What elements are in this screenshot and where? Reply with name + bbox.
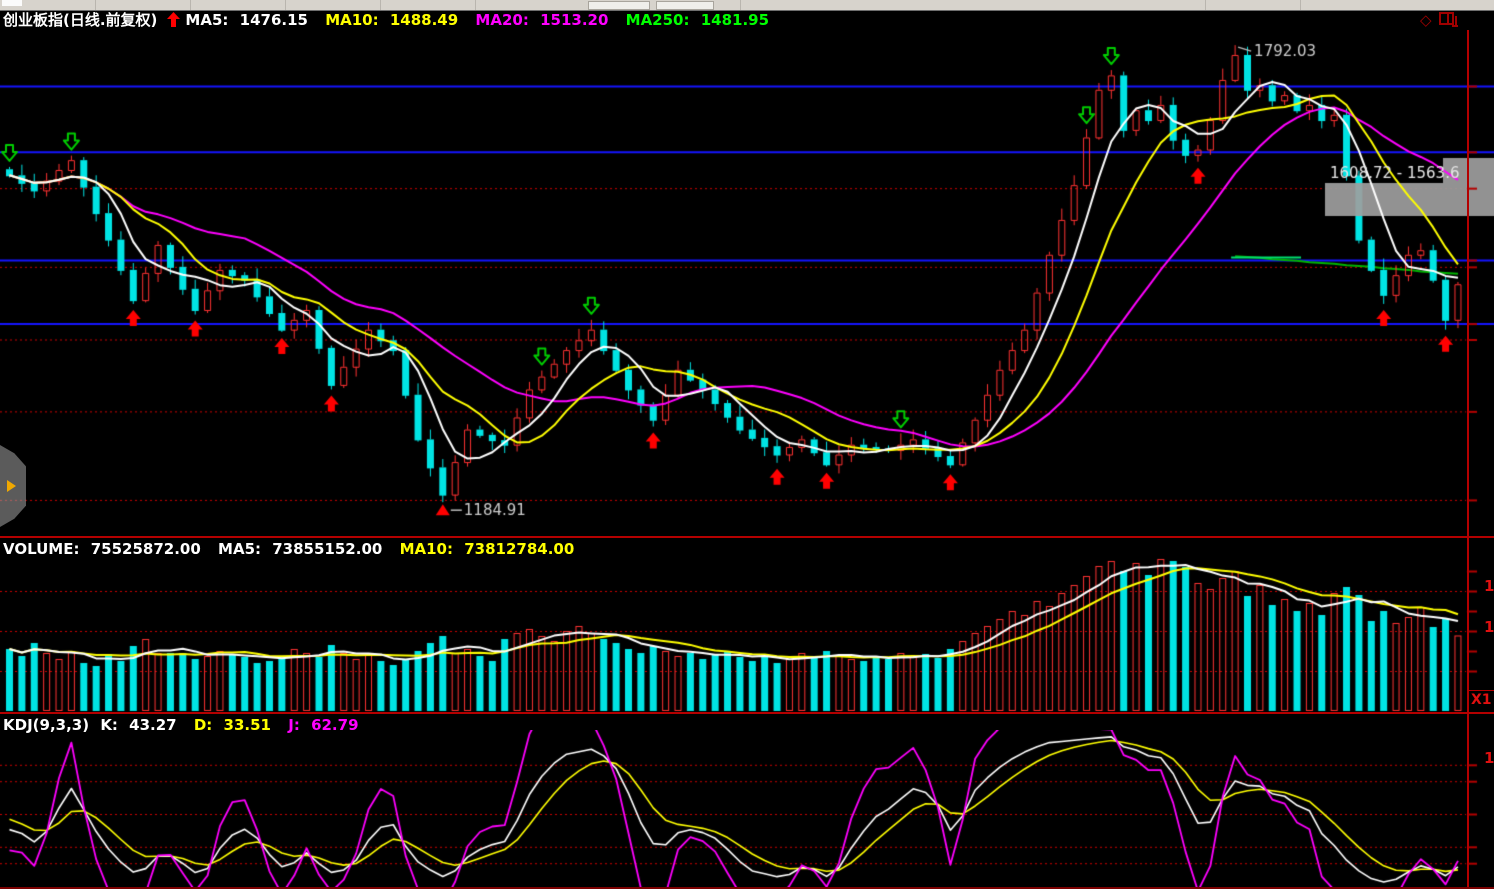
volume-axis-label-clipped: 1: [1484, 577, 1494, 595]
vol-ma5-value: 73855152.00: [272, 540, 383, 558]
toolbar-separator: [380, 0, 381, 10]
kdj-title: KDJ(9,3,3): [3, 716, 90, 734]
ma10-label: MA10:: [325, 11, 379, 29]
toolbar-separator: [1300, 0, 1301, 10]
kdj-chart-canvas[interactable]: [0, 730, 1494, 889]
price-pane-header: 创业板指(日线.前复权) MA5: 1476.15 MA10: 1488.49 M…: [3, 10, 781, 30]
toolbar-separator: [95, 0, 96, 10]
toolbar-separator: [740, 0, 741, 10]
ma250-value: 1481.95: [700, 11, 770, 29]
ma20-value: 1513.20: [540, 11, 609, 29]
toolbar-separator: [1205, 0, 1206, 10]
ma250-label: MA250:: [625, 11, 690, 29]
price-chart-canvas[interactable]: [0, 30, 1494, 537]
pane-divider[interactable]: [0, 712, 1494, 714]
toolbar-separator: [285, 0, 286, 10]
period-x1-button[interactable]: X1: [1471, 692, 1492, 708]
toolbar-chip-left: [2, 0, 22, 6]
ma20-label: MA20:: [475, 11, 529, 29]
volume-axis-label-clipped: 1: [1484, 618, 1494, 636]
vol-ma10-value: 73812784.00: [464, 540, 575, 558]
kdj-d-label: D:: [193, 716, 213, 734]
top-toolbar-strip: [0, 0, 1494, 11]
volume-label: VOLUME:: [3, 540, 80, 558]
ma5-value: 1476.15: [239, 11, 308, 29]
instrument-title: 创业板指(日线.前复权): [3, 11, 158, 29]
x1-separator-line: [1468, 690, 1494, 691]
kdj-j-value: 62.79: [311, 716, 359, 734]
kdj-k-value: 43.27: [129, 716, 177, 734]
bottom-axis-line: [0, 887, 1494, 889]
ma5-label: MA5:: [185, 11, 229, 29]
vol-ma10-label: MA10:: [399, 540, 453, 558]
vol-ma5-label: MA5:: [218, 540, 262, 558]
kdj-j-label: J:: [288, 716, 300, 734]
toolbar-separator: [190, 0, 191, 10]
volume-pane-header: VOLUME: 75525872.00 MA5: 73855152.00 MA1…: [3, 539, 586, 559]
volume-chart-canvas[interactable]: [0, 540, 1494, 713]
diamond-icon[interactable]: ◇: [1420, 11, 1432, 29]
pane-divider[interactable]: [0, 536, 1494, 538]
volume-value: 75525872.00: [90, 540, 201, 558]
kdj-d-value: 33.51: [223, 716, 271, 734]
chevron-right-icon: [7, 480, 16, 492]
ma10-value: 1488.49: [389, 11, 459, 29]
kdj-axis-label-clipped: 1: [1484, 749, 1494, 767]
window-split-icon[interactable]: [1438, 12, 1458, 28]
header-tool-icons: ◇: [1420, 11, 1458, 29]
up-arrow-icon: [167, 12, 181, 27]
toolbar-button[interactable]: [588, 1, 650, 10]
kdj-k-label: K:: [100, 716, 118, 734]
kdj-pane-header: KDJ(9,3,3) K: 43.27 D: 33.51 J: 62.79: [3, 715, 371, 735]
toolbar-button[interactable]: [656, 1, 714, 10]
right-price-axis: [1467, 30, 1469, 888]
toolbar-separator: [475, 0, 476, 10]
